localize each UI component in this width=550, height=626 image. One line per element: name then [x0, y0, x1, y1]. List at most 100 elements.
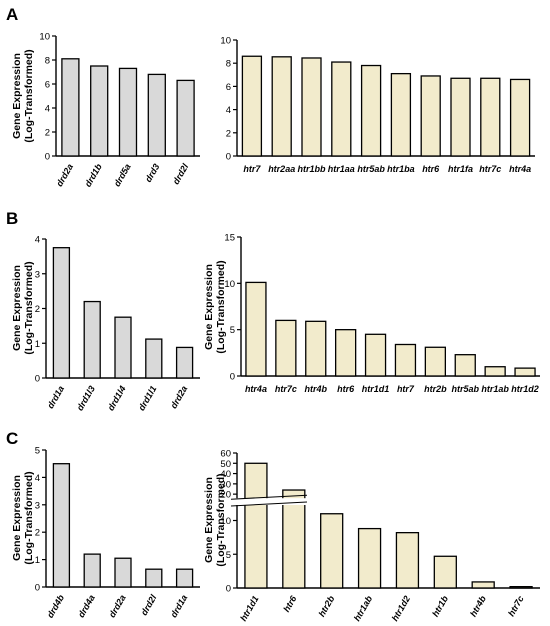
x-tick-label: htr5ab — [451, 384, 479, 394]
y-axis-title-line: Gene Expression — [203, 264, 215, 350]
bar — [118, 67, 138, 157]
bar — [147, 73, 166, 157]
bar — [334, 329, 357, 377]
bar — [484, 366, 506, 377]
y-tick-label: 60 — [220, 449, 231, 460]
y-tick-label: 4 — [35, 473, 40, 484]
panel-label-c: C — [6, 429, 18, 448]
y-tick-label: 0 — [35, 374, 40, 385]
bar — [52, 247, 71, 379]
y-tick-label: 4 — [45, 104, 50, 115]
bar — [509, 78, 531, 157]
x-tick-label: drd2l — [171, 162, 191, 186]
bar — [320, 513, 344, 589]
chart-b-serotonin: 0 5 10 15 htr4a htr7c htr4b htr6 htr1d1 htr7 htr2b… — [203, 233, 540, 394]
chart-c-dopamine: 0 1 2 3 4 5 drd4b drd4a drd2a drd2l drd1a Gene Expr… — [11, 446, 200, 620]
x-tick-label: htr1b — [430, 594, 450, 619]
y-tick-label: 10 — [39, 32, 50, 43]
y-axis-title-line: Gene Expression — [203, 477, 215, 563]
x-tick-label: drd1l4 — [106, 384, 128, 412]
y-axis-title: Gene Expression(Log-Transformed) — [11, 261, 35, 354]
y-axis-title-line: (Log-Transformed) — [23, 261, 35, 354]
y-tick-label: 5 — [35, 446, 40, 457]
x-tick-label: htr4b — [305, 384, 328, 394]
y-tick-label: 40 — [220, 469, 231, 480]
x-tick-label: htr1ab — [481, 384, 509, 394]
bar — [145, 568, 163, 588]
y-axis-title: Gene Expression(Log-Transformed) — [11, 49, 35, 142]
bar — [471, 581, 495, 589]
bar — [145, 338, 163, 379]
x-tick-label: htr6 — [422, 164, 440, 174]
axis-break-line — [230, 501, 308, 507]
y-axis-title: Gene Expression(Log-Transformed) — [203, 260, 227, 353]
y-tick-label: 10 — [220, 516, 231, 527]
bar — [433, 555, 457, 589]
bar — [454, 354, 476, 377]
y-tick-label: 5 — [226, 550, 231, 561]
bar — [275, 319, 297, 377]
y-tick-label: 10 — [224, 279, 235, 290]
chart-b-dopamine: 0 1 2 3 4 drd1a drd1l3 drd1l4 drd1l1 drd2a Gene Ex… — [11, 235, 200, 412]
x-tick-label: htr7c — [506, 594, 526, 618]
y-tick-label: 0 — [45, 152, 50, 163]
bar — [61, 58, 80, 157]
y-tick-label: 6 — [226, 82, 231, 93]
y-axis-title-line: Gene Expression — [11, 265, 23, 351]
bar — [424, 346, 447, 377]
bar — [282, 489, 306, 589]
y-tick-label: 10 — [220, 36, 231, 47]
bar — [244, 462, 268, 589]
y-axis-title-line: (Log-Transformed) — [215, 260, 227, 353]
y-axis-title-line: (Log-Transformed) — [215, 473, 227, 566]
bar — [420, 75, 441, 157]
x-tick-label: htr1aa — [328, 164, 355, 174]
x-tick-label: htr1ba — [387, 164, 415, 174]
x-tick-label: drd4a — [76, 593, 97, 619]
bar — [245, 281, 267, 377]
x-tick-label: htr1fa — [448, 164, 473, 174]
x-tick-label: htr2b — [317, 594, 337, 619]
x-tick-label: drd4b — [45, 593, 66, 620]
x-tick-label: htr5ab — [357, 164, 385, 174]
bar — [514, 367, 536, 377]
bar — [114, 557, 132, 588]
x-tick-label: htr6 — [337, 384, 355, 394]
bar — [83, 553, 101, 588]
x-tick-label: htr7c — [479, 164, 501, 174]
x-tick-label: drd1l3 — [75, 384, 97, 412]
bar — [241, 55, 263, 157]
x-tick-label: htr2b — [424, 384, 447, 394]
y-tick-label: 20 — [220, 490, 231, 501]
x-tick-label: drd2a — [107, 593, 128, 619]
bar — [301, 57, 322, 157]
y-tick-label: 5 — [230, 325, 235, 336]
x-tick-label: drd2a — [54, 162, 75, 188]
bar — [360, 64, 382, 157]
panel-label-b: B — [6, 209, 18, 228]
x-tick-label: htr1d1 — [362, 384, 390, 394]
x-tick-label: htr1bb — [298, 164, 327, 174]
x-tick-label: drd1a — [168, 593, 189, 619]
y-tick-label: 6 — [45, 80, 50, 91]
x-tick-label: drd1a — [45, 384, 66, 410]
y-tick-label: 2 — [226, 128, 231, 139]
x-tick-label: htr2aa — [268, 164, 295, 174]
y-tick-label: 1 — [35, 339, 40, 350]
x-tick-label: htr4a — [245, 384, 267, 394]
y-tick-label: 50 — [220, 459, 231, 470]
bar — [509, 586, 533, 589]
y-tick-label: 3 — [35, 269, 40, 280]
bar — [480, 77, 501, 157]
x-tick-label: htr7 — [243, 164, 261, 174]
bar — [357, 527, 382, 589]
bar — [114, 316, 132, 379]
y-tick-label: 2 — [35, 528, 40, 539]
x-tick-label: htr6 — [281, 593, 299, 614]
y-tick-label: 15 — [224, 233, 235, 244]
y-tick-label: 3 — [35, 500, 40, 511]
bar — [90, 65, 109, 157]
x-tick-label: drd2a — [168, 384, 189, 410]
x-tick-label: drd3 — [143, 162, 161, 184]
